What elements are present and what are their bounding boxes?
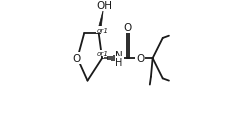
Text: N: N <box>115 51 123 61</box>
Text: O: O <box>73 54 81 64</box>
Text: O: O <box>124 23 132 32</box>
Text: or1: or1 <box>97 51 109 57</box>
Text: H: H <box>115 57 123 67</box>
Polygon shape <box>97 11 103 34</box>
Text: or1: or1 <box>96 27 108 33</box>
Text: O: O <box>136 54 144 64</box>
Text: OH: OH <box>96 1 112 11</box>
